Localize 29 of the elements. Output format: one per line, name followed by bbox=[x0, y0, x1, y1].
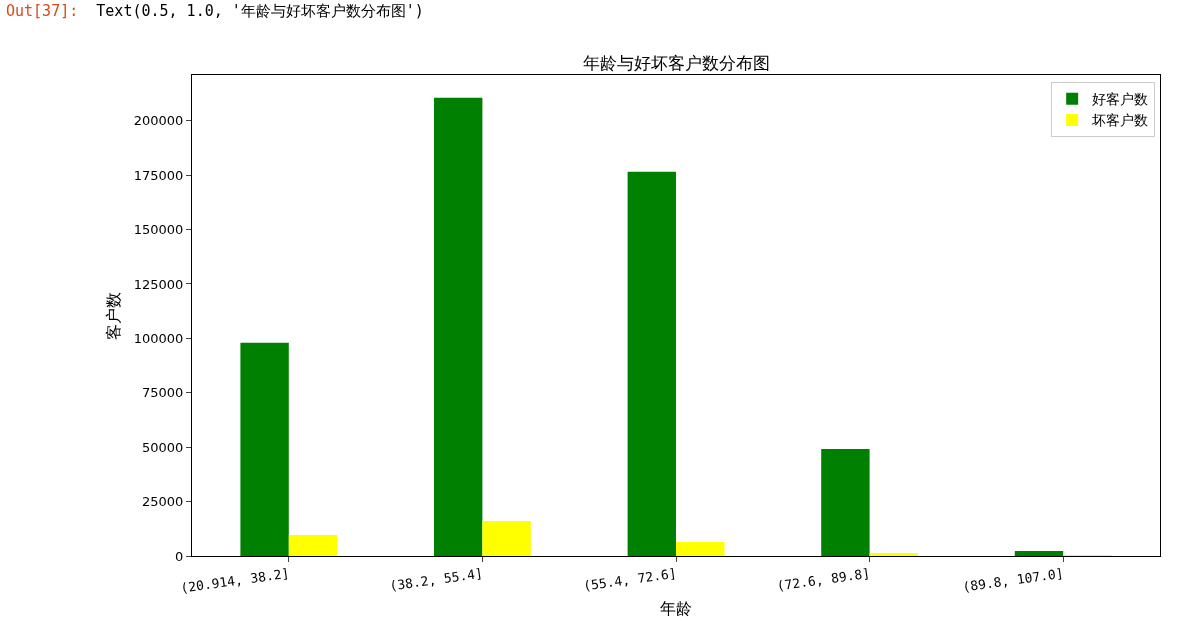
bar bbox=[482, 520, 531, 556]
y-tick-label: 75000 bbox=[142, 385, 184, 401]
x-tick-label: (20.914, 38.2] bbox=[179, 565, 291, 596]
x-tick-label: (72.6, 89.8] bbox=[775, 565, 871, 594]
bar bbox=[434, 97, 483, 556]
y-tick-label: 175000 bbox=[133, 167, 184, 183]
bar bbox=[676, 542, 725, 556]
legend-label: 坏客户数 bbox=[1091, 112, 1149, 129]
x-tick-label: (38.2, 55.4] bbox=[388, 565, 484, 594]
text: Out[37]: Text(0.5, 1.0, '年龄与好坏客户数分布图') bbox=[6, 2, 424, 20]
y-tick-label: 125000 bbox=[133, 276, 184, 292]
y-tick-label: 50000 bbox=[142, 439, 184, 455]
bar bbox=[1014, 550, 1064, 556]
x-axis-title: 年龄 bbox=[660, 599, 692, 619]
x-tick-label: (55.4, 72.6] bbox=[582, 565, 678, 594]
y-tick-label: 25000 bbox=[142, 494, 184, 510]
bar bbox=[627, 171, 676, 556]
y-tick-label: 200000 bbox=[133, 113, 184, 129]
bar bbox=[821, 448, 870, 556]
y-axis-title: 客户数 bbox=[103, 291, 123, 340]
bar bbox=[288, 534, 338, 556]
chart-title: 年龄与好坏客户数分布图 bbox=[582, 53, 770, 73]
y-tick-label: 150000 bbox=[133, 222, 184, 238]
y-tick-label: 0 bbox=[175, 548, 184, 564]
bar bbox=[869, 552, 918, 556]
bar bbox=[240, 342, 289, 556]
x-tick-label: (89.8, 107.0] bbox=[961, 565, 1065, 595]
y-tick-label: 100000 bbox=[133, 330, 184, 346]
legend-label: 好客户数 bbox=[1092, 91, 1149, 108]
